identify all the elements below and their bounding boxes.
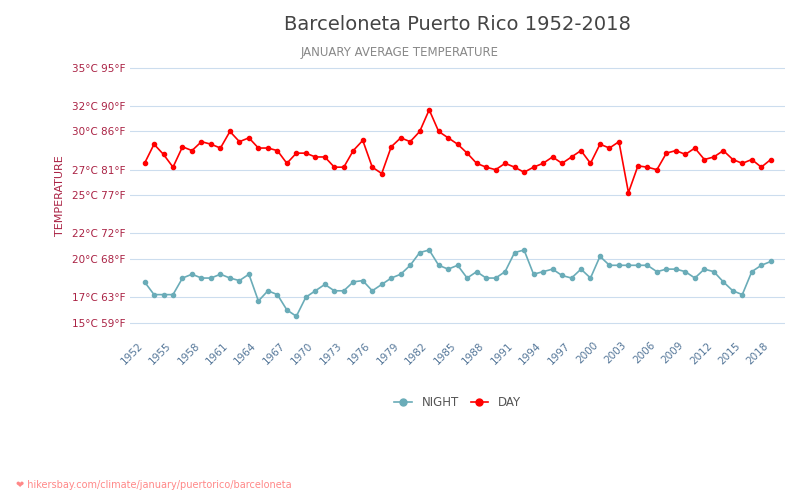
Title: Barceloneta Puerto Rico 1952-2018: Barceloneta Puerto Rico 1952-2018: [284, 15, 631, 34]
Legend: NIGHT, DAY: NIGHT, DAY: [390, 391, 526, 413]
Text: JANUARY AVERAGE TEMPERATURE: JANUARY AVERAGE TEMPERATURE: [301, 46, 499, 59]
Y-axis label: TEMPERATURE: TEMPERATURE: [55, 155, 65, 236]
Text: ❤ hikersbay.com/climate/january/puertorico/barceloneta: ❤ hikersbay.com/climate/january/puertori…: [16, 480, 292, 490]
